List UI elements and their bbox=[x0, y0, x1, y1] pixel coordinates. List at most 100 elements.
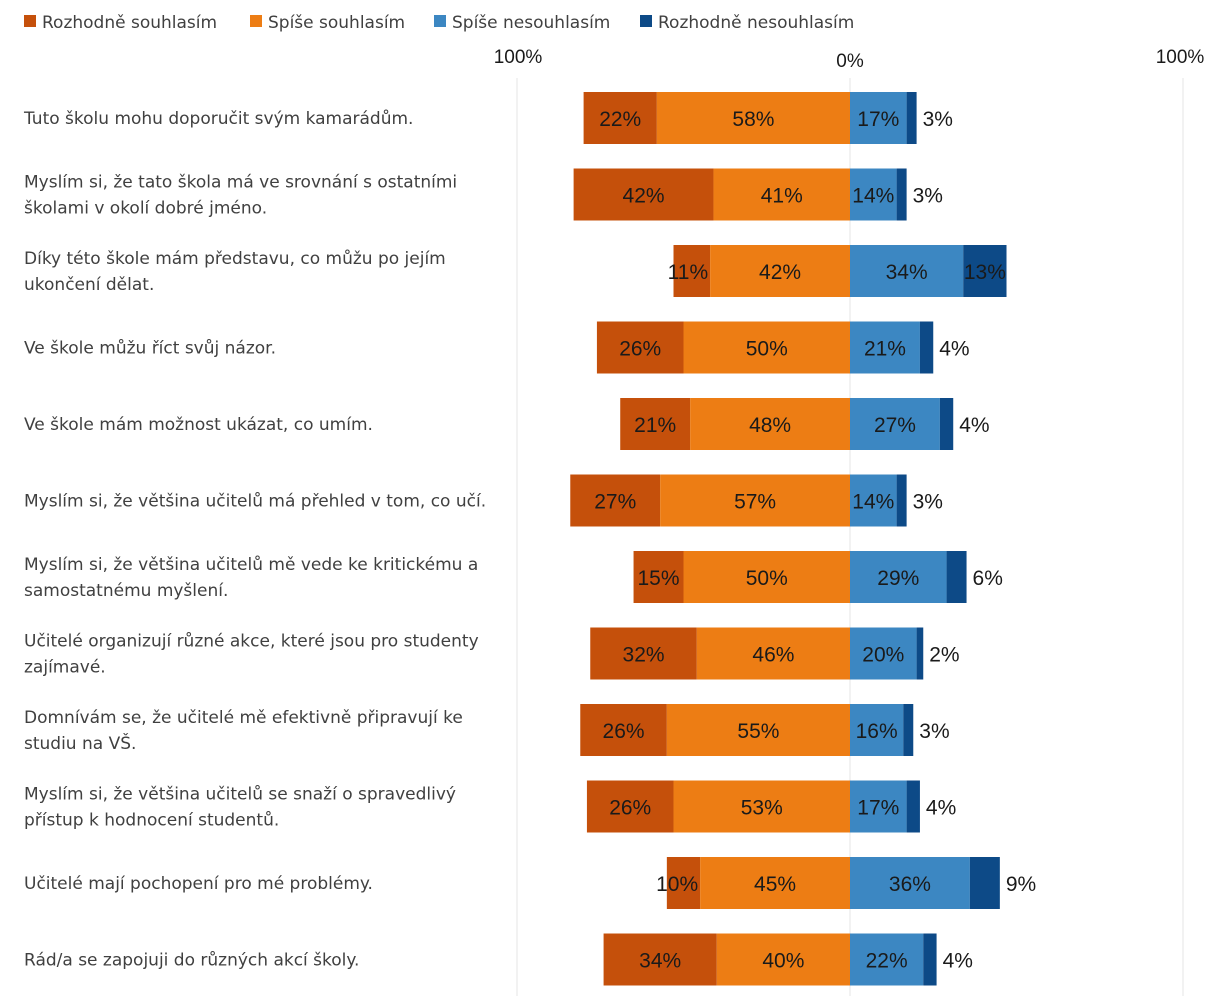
value-label-spise-nesouhlasim-2: 14% bbox=[852, 185, 894, 208]
value-label-spise-souhlasim-6: 57% bbox=[734, 491, 776, 514]
bar-rozhodne-nesouhlasim-10 bbox=[906, 780, 920, 833]
value-label-rozhodne-nesouhlasim-4: 4% bbox=[939, 338, 969, 361]
value-label-spise-souhlasim-9: 55% bbox=[737, 720, 779, 743]
bar-rozhodne-souhlasim-4 bbox=[596, 321, 684, 374]
value-label-rozhodne-souhlasim-11: 10% bbox=[656, 873, 698, 896]
category-label-8: Učitelé organizují různé akce, které jso… bbox=[24, 632, 479, 678]
bar-rozhodne-souhlasim-5 bbox=[620, 398, 691, 450]
category-label-9: Domnívám se, že učitelé mě efektivně při… bbox=[24, 708, 463, 754]
bar-rozhodne-nesouhlasim-11 bbox=[969, 857, 1000, 909]
category-label-6: Myslím si, že většina učitelů má přehled… bbox=[24, 492, 486, 512]
value-label-rozhodne-nesouhlasim-8: 2% bbox=[929, 644, 959, 667]
value-label-spise-nesouhlasim-3: 34% bbox=[886, 261, 928, 284]
bar-spise-souhlasim-11 bbox=[700, 857, 850, 909]
value-label-rozhodne-souhlasim-12: 34% bbox=[639, 950, 681, 973]
legend-label-1: Rozhodně souhlasím bbox=[42, 13, 217, 33]
axis-label-left: 100% bbox=[494, 47, 543, 68]
category-label-11: Učitelé mají pochopení pro mé problémy. bbox=[24, 874, 373, 894]
bar-spise-nesouhlasim-10 bbox=[850, 780, 907, 833]
bar-spise-nesouhlasim-2 bbox=[850, 168, 897, 221]
legend-label-2: Spíše souhlasím bbox=[268, 13, 405, 33]
value-label-rozhodne-nesouhlasim-11: 9% bbox=[1006, 873, 1036, 896]
value-label-spise-souhlasim-5: 48% bbox=[749, 414, 791, 437]
bar-rozhodne-nesouhlasim-9 bbox=[903, 704, 914, 756]
legend-label-3: Spíše nesouhlasím bbox=[452, 13, 610, 33]
bar-spise-nesouhlasim-3 bbox=[850, 245, 964, 297]
bar-spise-souhlasim-7 bbox=[683, 551, 850, 603]
bar-rozhodne-nesouhlasim-12 bbox=[923, 933, 937, 986]
value-label-spise-nesouhlasim-6: 14% bbox=[852, 491, 894, 514]
bar-rozhodne-souhlasim-3 bbox=[673, 245, 711, 297]
bar-spise-nesouhlasim-11 bbox=[850, 857, 970, 909]
category-label-4: Ve škole můžu říct svůj názor. bbox=[24, 339, 276, 359]
bar-spise-souhlasim-4 bbox=[683, 321, 850, 374]
legend-swatch-4 bbox=[640, 15, 652, 27]
value-label-rozhodne-nesouhlasim-12: 4% bbox=[943, 950, 973, 973]
bar-spise-nesouhlasim-9 bbox=[850, 704, 904, 756]
value-label-spise-nesouhlasim-1: 17% bbox=[857, 108, 899, 131]
bar-rozhodne-souhlasim-10 bbox=[586, 780, 674, 833]
category-label-7: Myslím si, že většina učitelů mě vede ke… bbox=[24, 555, 478, 601]
bar-rozhodne-souhlasim-8 bbox=[590, 627, 697, 680]
value-label-spise-souhlasim-3: 42% bbox=[759, 261, 801, 284]
bar-spise-nesouhlasim-12 bbox=[850, 933, 924, 986]
axis-label-center: 0% bbox=[836, 51, 864, 72]
bar-rozhodne-souhlasim-12 bbox=[603, 933, 717, 986]
value-label-spise-nesouhlasim-4: 21% bbox=[864, 338, 906, 361]
value-label-spise-nesouhlasim-9: 16% bbox=[856, 720, 898, 743]
value-label-rozhodne-souhlasim-4: 26% bbox=[619, 338, 661, 361]
bar-rozhodne-nesouhlasim-8 bbox=[916, 627, 924, 680]
value-label-rozhodne-nesouhlasim-6: 3% bbox=[913, 491, 943, 514]
value-label-rozhodne-nesouhlasim-2: 3% bbox=[913, 185, 943, 208]
bar-spise-souhlasim-8 bbox=[696, 627, 850, 680]
value-label-rozhodne-souhlasim-3: 11% bbox=[668, 261, 708, 284]
bar-spise-souhlasim-6 bbox=[660, 474, 850, 527]
value-label-spise-souhlasim-11: 45% bbox=[754, 873, 796, 896]
legend-swatch-1 bbox=[24, 15, 36, 27]
value-label-spise-souhlasim-10: 53% bbox=[741, 797, 783, 820]
value-label-rozhodne-nesouhlasim-10: 4% bbox=[926, 797, 956, 820]
bar-spise-nesouhlasim-4 bbox=[850, 321, 920, 374]
bar-rozhodne-nesouhlasim-1 bbox=[906, 92, 917, 144]
value-label-rozhodne-souhlasim-1: 22% bbox=[599, 108, 641, 131]
value-label-rozhodne-nesouhlasim-5: 4% bbox=[959, 414, 989, 437]
value-label-spise-nesouhlasim-5: 27% bbox=[874, 414, 916, 437]
bar-spise-souhlasim-3 bbox=[710, 245, 850, 297]
value-label-rozhodne-souhlasim-5: 21% bbox=[634, 414, 676, 437]
value-label-spise-souhlasim-1: 58% bbox=[732, 108, 774, 131]
bar-rozhodne-nesouhlasim-5 bbox=[939, 398, 954, 450]
legend-label-4: Rozhodně nesouhlasím bbox=[658, 13, 854, 33]
category-label-10: Myslím si, že většina učitelů se snaží o… bbox=[24, 785, 456, 831]
value-label-spise-souhlasim-7: 50% bbox=[746, 567, 788, 590]
axis-label-right: 100% bbox=[1156, 47, 1205, 68]
value-label-rozhodne-nesouhlasim-3: 13% bbox=[964, 261, 1006, 284]
bar-spise-souhlasim-5 bbox=[690, 398, 850, 450]
value-label-spise-souhlasim-4: 50% bbox=[746, 338, 788, 361]
bar-rozhodne-nesouhlasim-3 bbox=[963, 245, 1007, 297]
value-label-rozhodne-nesouhlasim-7: 6% bbox=[973, 567, 1003, 590]
value-label-rozhodne-souhlasim-9: 26% bbox=[603, 720, 645, 743]
bar-spise-souhlasim-1 bbox=[656, 92, 850, 144]
bar-rozhodne-nesouhlasim-6 bbox=[896, 474, 907, 527]
value-label-rozhodne-souhlasim-6: 27% bbox=[594, 491, 636, 514]
legend-swatch-3 bbox=[434, 15, 446, 27]
bar-spise-souhlasim-2 bbox=[713, 168, 850, 221]
bar-rozhodne-souhlasim-1 bbox=[583, 92, 657, 144]
bar-spise-souhlasim-10 bbox=[673, 780, 850, 833]
value-label-spise-souhlasim-12: 40% bbox=[762, 950, 804, 973]
value-label-spise-souhlasim-2: 41% bbox=[761, 185, 803, 208]
category-label-3: Díky této škole mám představu, co můžu p… bbox=[24, 249, 446, 295]
category-label-12: Rád/a se zapojuji do různých akcí školy. bbox=[24, 951, 359, 971]
bar-rozhodne-nesouhlasim-2 bbox=[896, 168, 907, 221]
bar-spise-nesouhlasim-1 bbox=[850, 92, 907, 144]
value-label-spise-nesouhlasim-8: 20% bbox=[862, 644, 904, 667]
legend-swatch-2 bbox=[250, 15, 262, 27]
bar-rozhodne-souhlasim-11 bbox=[666, 857, 701, 909]
bar-rozhodne-nesouhlasim-4 bbox=[919, 321, 934, 374]
value-label-spise-nesouhlasim-11: 36% bbox=[889, 873, 931, 896]
value-label-spise-nesouhlasim-7: 29% bbox=[877, 567, 919, 590]
value-label-rozhodne-souhlasim-8: 32% bbox=[623, 644, 665, 667]
bar-spise-souhlasim-12 bbox=[716, 933, 850, 986]
category-label-2: Myslím si, že tato škola má ve srovnání … bbox=[24, 173, 457, 219]
